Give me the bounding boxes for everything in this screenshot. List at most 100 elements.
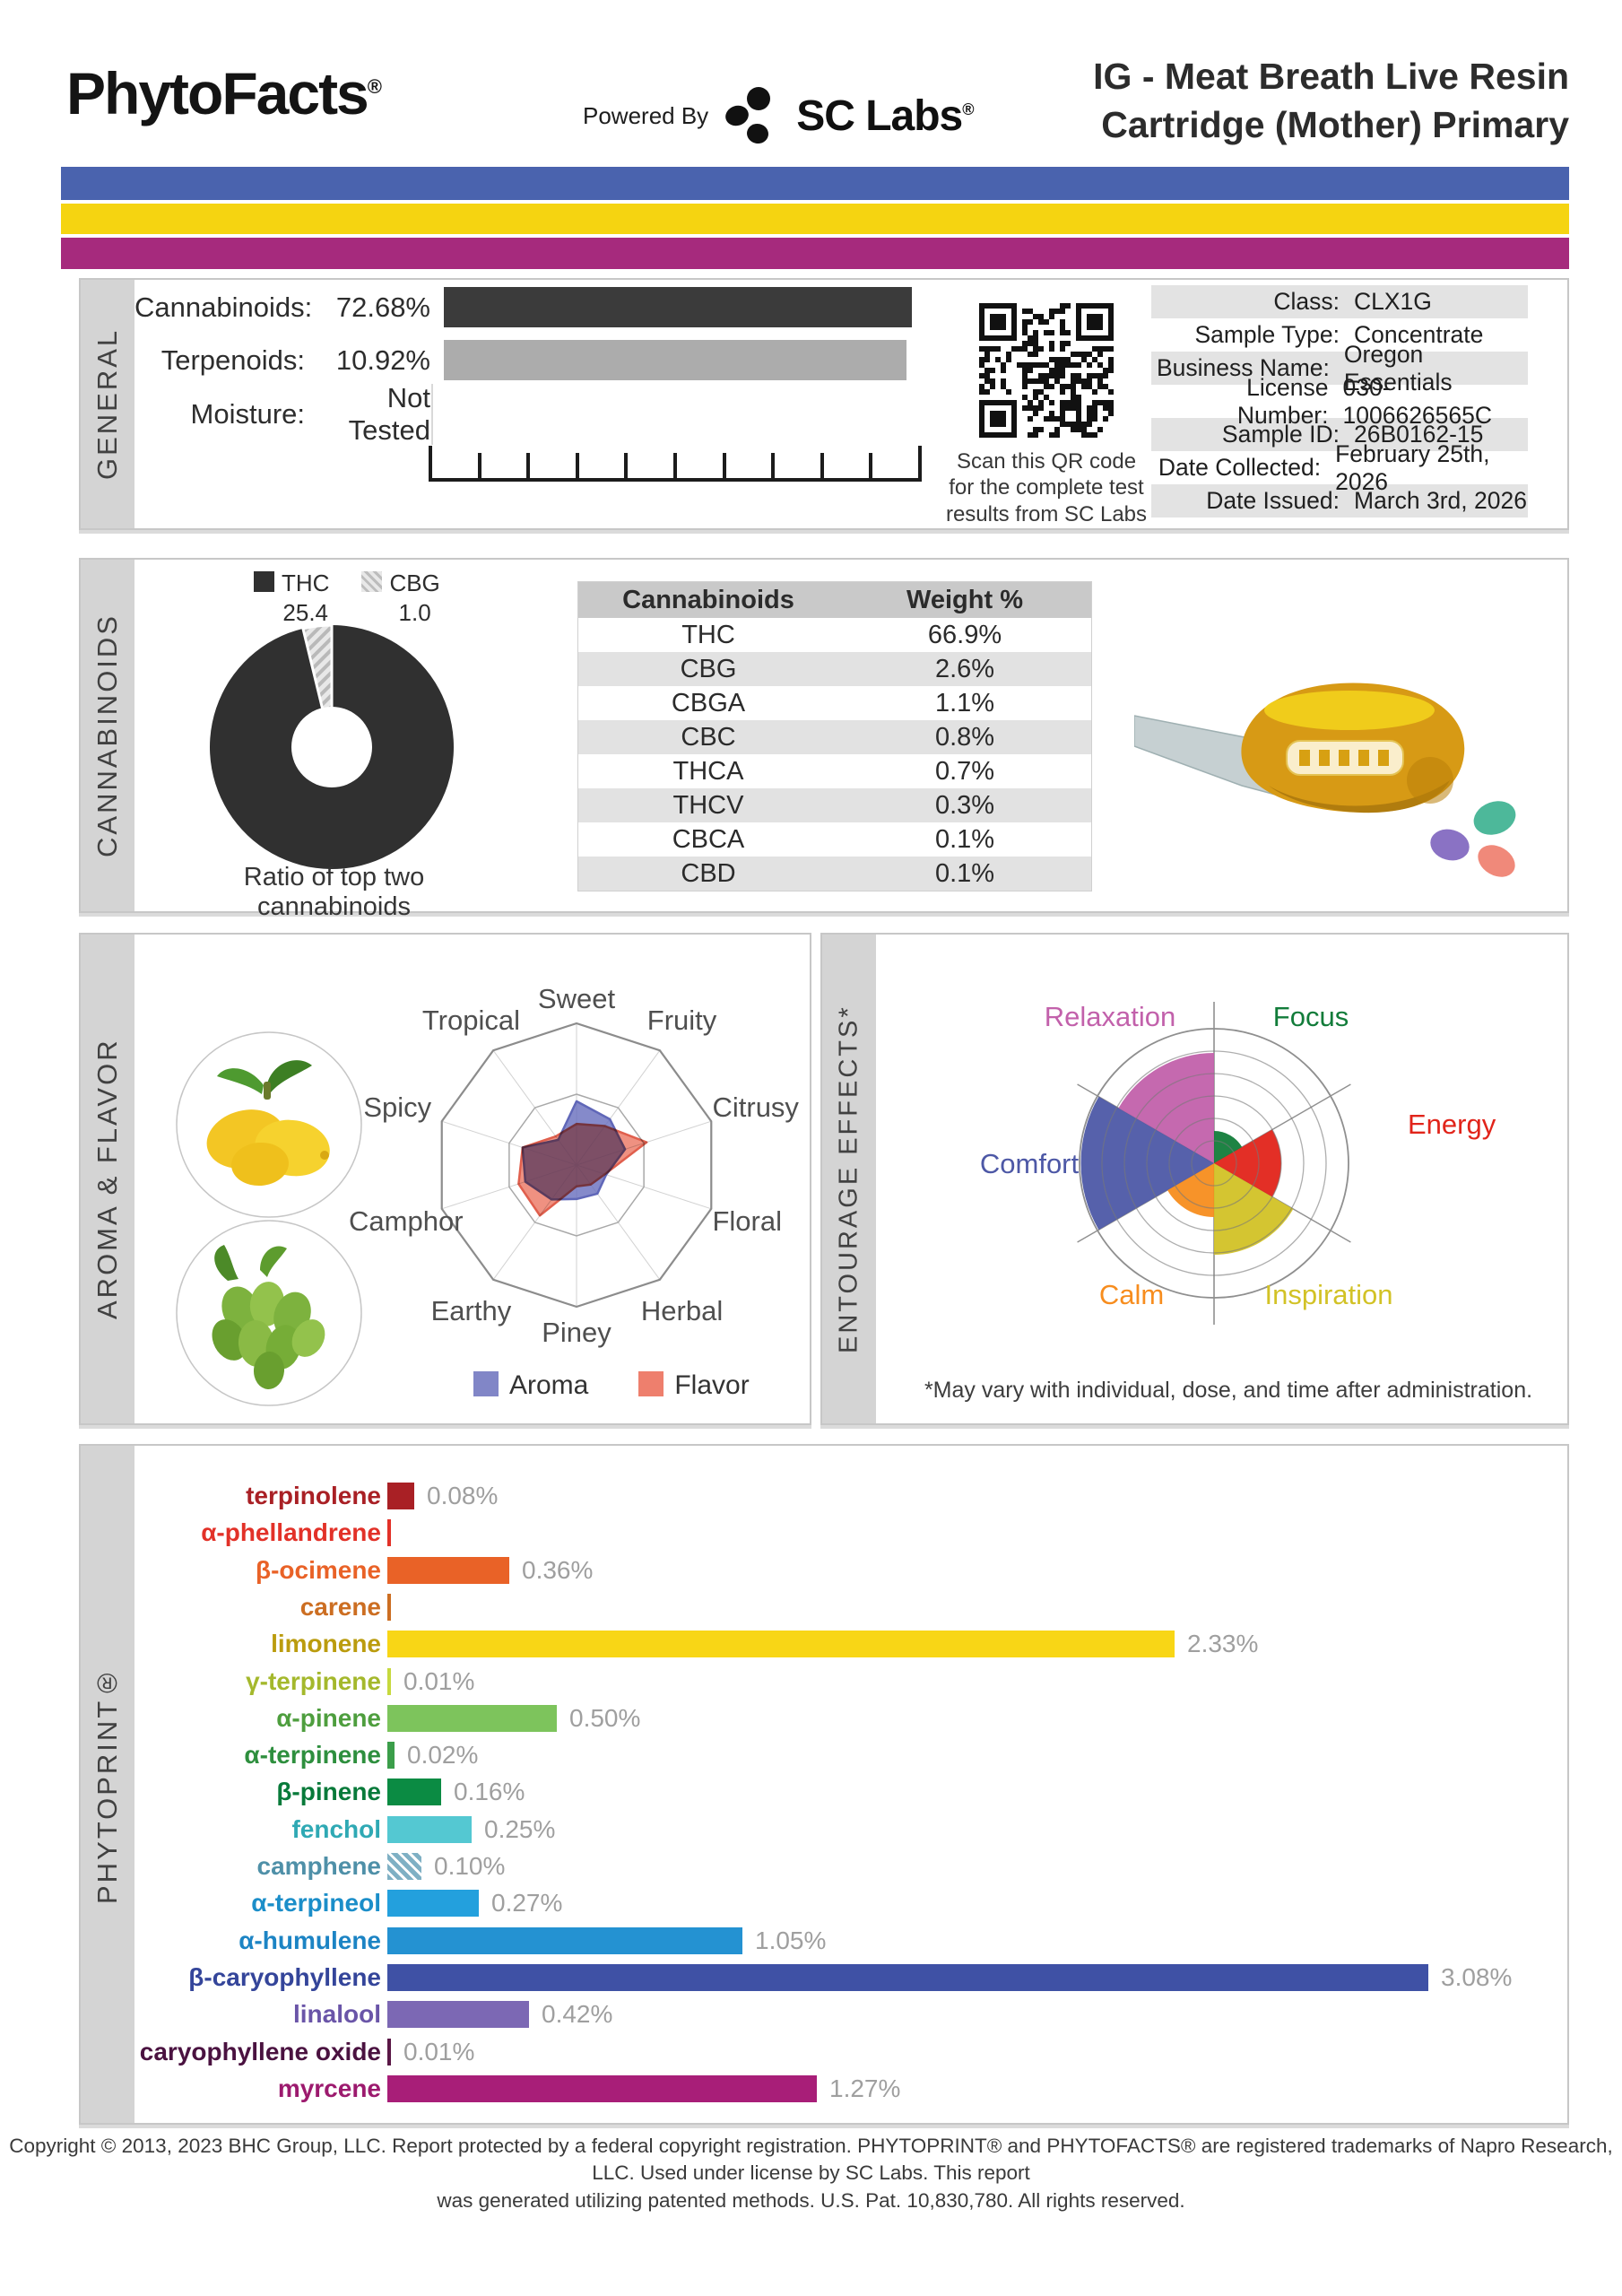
- ruler-tick: [624, 453, 629, 478]
- section-entourage-label: ENTOURAGE EFFECTS*: [834, 1004, 863, 1353]
- ruler-tick: [869, 453, 873, 478]
- terpene-name: carene: [299, 1592, 381, 1621]
- section-phytoprint-sidebar: PHYTOPRINT®: [81, 1446, 134, 2123]
- terpene-value: 0.36%: [522, 1555, 594, 1584]
- cannabinoid-row: CBCA 0.1%: [578, 822, 1091, 857]
- radar-axis-label: Camphor: [349, 1205, 464, 1237]
- stripe-magenta: [61, 238, 1569, 269]
- entourage-wedge-comfort: [1080, 1096, 1214, 1231]
- cannabinoid-row: THCV 0.3%: [578, 788, 1091, 822]
- cannabinoid-row: THCA 0.7%: [578, 754, 1091, 788]
- info-row: Sample ID: 26B0162-15: [1151, 418, 1528, 451]
- cannabinoid-name: THCA: [672, 756, 744, 786]
- terpene-value: 0.08%: [427, 1482, 499, 1509]
- terpene-name: β-pinene: [276, 1778, 381, 1806]
- info-row-value: Oregon Essentials: [1343, 340, 1453, 396]
- hops-image: [176, 1220, 362, 1406]
- entourage-wedge-calm: [1167, 1163, 1214, 1217]
- ruler-tick: [820, 453, 824, 478]
- flavor-polygon: [517, 1122, 648, 1217]
- ruler-tick: [673, 453, 677, 478]
- terpene-name: fenchol: [291, 1814, 381, 1843]
- logo-dot-salmon: [1478, 845, 1515, 877]
- qr-caption: Scan this QR code for the complete test …: [945, 449, 1148, 526]
- terpene-bar: [387, 2001, 529, 2029]
- cannabinoid-weight: 66.9%: [927, 620, 1002, 649]
- cannabinoid-donut-chart: [209, 623, 454, 869]
- donut-legend-thc: THC 25.4: [254, 569, 329, 627]
- donut-caption: Ratio of top two cannabinoids: [243, 863, 425, 921]
- terpene-value: 0.01%: [403, 2037, 475, 2066]
- cannabinoid-weight: 0.7%: [934, 756, 995, 786]
- cannabinoid-weight: 0.8%: [934, 722, 995, 752]
- radar-axis-label: Tropical: [422, 1004, 520, 1036]
- cannabinoid-name: THC: [681, 620, 735, 649]
- cannabinoid-name: THCV: [672, 790, 744, 820]
- terpene-bar: [387, 2038, 391, 2066]
- stripe-blue: [61, 167, 1569, 200]
- info-row-value: Concentrate: [1354, 321, 1484, 348]
- hop-leaf-icon: [214, 1245, 239, 1281]
- report-title-line1: IG - Meat Breath Live Resin: [1093, 56, 1569, 97]
- ruler-tick: [771, 453, 776, 478]
- section-entourage-sidebar: ENTOURAGE EFFECTS*: [822, 935, 876, 1423]
- terpene-value: 0.25%: [484, 1814, 556, 1843]
- section-phytoprint-label: PHYTOPRINT®: [91, 1664, 123, 1905]
- sample-info-table: Class: CLX1G Sample Type: Concentrate Busine…: [1151, 285, 1528, 517]
- cannabinoid-name: CBCA: [672, 824, 745, 854]
- entourage-label-comfort: Comfort: [980, 1148, 1080, 1179]
- entourage-wedge-relaxation: [1118, 1053, 1214, 1163]
- terpene-value: 1.27%: [829, 2074, 901, 2102]
- general-row-label: Moisture:: [190, 397, 305, 430]
- registered-mark: ®: [367, 75, 382, 98]
- terpene-name: α-phellandrene: [201, 1518, 381, 1547]
- terpene-bar: [387, 1963, 1428, 1991]
- entourage-wedge-inspiration: [1214, 1163, 1294, 1255]
- powered-by-block: Powered By SC Labs®: [583, 86, 975, 145]
- terpene-name: camphene: [256, 1852, 382, 1880]
- cannabinoid-weight: 2.6%: [934, 654, 995, 683]
- cannabinoid-row: CBD 0.1%: [578, 857, 1091, 891]
- terpene-name: γ-terpinene: [246, 1666, 381, 1695]
- general-row-bar: [444, 340, 906, 380]
- scale-ruler: [429, 446, 922, 482]
- cannabinoid-table: Cannabinoids Weight % THC 66.9% CBG 2.6% CBGA 1…: [577, 581, 1092, 891]
- terpene-value: 3.08%: [1441, 1962, 1513, 1991]
- stripe-yellow: [61, 204, 1569, 234]
- logo-dot-purple: [1430, 829, 1470, 861]
- ruler-tick: [429, 446, 432, 478]
- general-row-label: Cannabinoids:: [134, 291, 313, 323]
- radar-axis-label: Herbal: [641, 1295, 723, 1326]
- cannabinoid-name: CBC: [681, 722, 736, 752]
- general-row: Cannabinoids: 72.68%: [134, 287, 1390, 327]
- phytofacts-logo: PhytoFacts®: [66, 60, 382, 126]
- terpene-value: 1.05%: [755, 1926, 827, 1954]
- terpene-name: myrcene: [277, 2074, 381, 2102]
- radar-axis-label: Sweet: [538, 983, 616, 1014]
- general-row: Moisture: Not Tested: [134, 382, 1390, 446]
- terpene-name: α-terpinene: [244, 1741, 381, 1770]
- info-row-value: 030-1006626565C: [1342, 373, 1493, 429]
- section-phytoprint: PHYTOPRINT®: [79, 1444, 1569, 2125]
- terpene-bar: [387, 2074, 817, 2102]
- cannabinoid-row: THC 66.9%: [578, 618, 1091, 652]
- ruler-tick: [477, 453, 481, 478]
- general-axis-line: [431, 384, 433, 445]
- sc-labs-wordmark: SC Labs®: [796, 91, 974, 140]
- terpene-bar: [387, 1926, 742, 1954]
- terpene-value: 0.50%: [569, 1703, 641, 1732]
- cannabinoid-name: CBGA: [671, 688, 746, 718]
- info-row-value: CLX1G: [1354, 288, 1432, 315]
- info-row: Sample Type: Concentrate: [1151, 318, 1528, 352]
- radar-axis-label: Citrusy: [712, 1091, 799, 1123]
- entourage-polar-chart: Focus Energy Inspiration Calm Comfort Relaxat…: [980, 1001, 1496, 1325]
- cannabinoid-weight: 0.3%: [934, 790, 995, 820]
- terpene-value: 0.16%: [454, 1778, 525, 1806]
- info-row-label: Class:: [1273, 288, 1340, 315]
- terpene-bar: [387, 1593, 391, 1621]
- terpene-bar: [387, 1519, 391, 1547]
- general-row-value: 10.92%: [335, 344, 430, 376]
- terpene-bar: [387, 1815, 472, 1843]
- section-general-sidebar: GENERAL: [81, 280, 134, 528]
